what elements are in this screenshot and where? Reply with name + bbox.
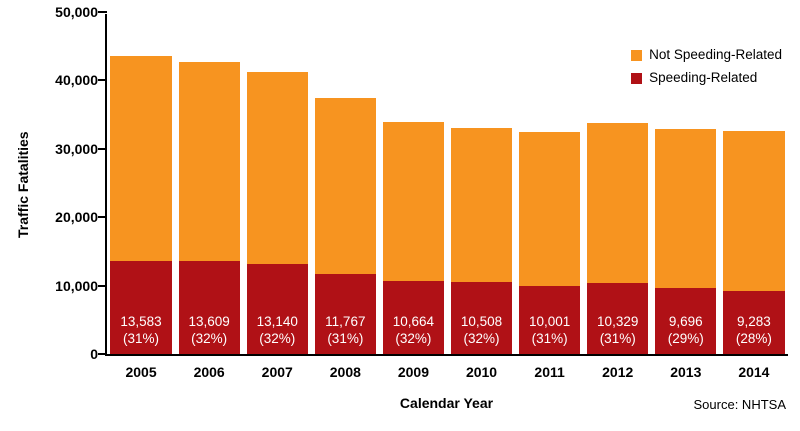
x-tick-label: 2014 <box>738 364 770 380</box>
bar-group: 13,609 (32%) 2006 <box>175 14 243 380</box>
bar-segment-not-speeding: 10,508 (32%) <box>450 128 513 354</box>
source-note: Source: NHTSA <box>693 397 786 412</box>
y-tick-mark <box>98 11 107 13</box>
bar-label-pct: (31%) <box>327 331 364 346</box>
legend-label: Speeding-Related <box>649 70 758 85</box>
bar-segment-not-speeding: 10,664 (32%) <box>382 122 445 354</box>
bar-label-value: 13,140 <box>256 314 298 329</box>
bar-label-pct: (31%) <box>531 331 568 346</box>
bar-label: 10,664 (32%) <box>383 313 444 347</box>
bar-segment-not-speeding: 13,583 (31%) <box>110 56 172 354</box>
bar-segment-not-speeding: 9,696 (29%) <box>655 129 717 354</box>
bar-group: 10,001 (31%) 2011 <box>516 14 584 380</box>
y-tick-label: 0 <box>90 346 98 362</box>
bars-container: 13,583 (31%) 2005 13,609 (32%) 2006 13,140 (32%… <box>107 14 788 380</box>
bar-label: 13,583 (31%) <box>110 313 171 347</box>
bar-segment-speeding: 13,583 (31%) <box>110 261 172 354</box>
bar-label-value: 9,696 <box>668 314 703 329</box>
bar-segment-not-speeding: 9,283 (28%) <box>723 130 785 354</box>
bar-segment-speeding: 11,767 (31%) <box>314 273 376 354</box>
bar-group: 10,664 (32%) 2009 <box>379 14 447 380</box>
legend-item: Speeding-Related <box>631 71 782 85</box>
bar-group: 9,283 (28%) 2014 <box>720 14 788 380</box>
y-tick-mark <box>98 216 107 219</box>
bar-label: 10,001 (31%) <box>519 313 580 347</box>
bar-label: 9,283 (28%) <box>723 313 784 347</box>
bar-label-pct: (32%) <box>259 331 296 346</box>
x-tick-label: 2008 <box>329 364 361 380</box>
y-tick-mark <box>98 147 107 150</box>
bar-label-pct: (32%) <box>463 331 500 346</box>
bar-segment-speeding: 13,609 (32%) <box>178 260 240 354</box>
bar-group: 9,696 (29%) 2013 <box>652 14 720 380</box>
y-axis-title: Traffic Fatalities <box>15 131 31 239</box>
x-tick-label: 2012 <box>602 364 634 380</box>
plot-area: 13,583 (31%) 2005 13,609 (32%) 2006 13,140 (32%… <box>55 4 788 380</box>
x-tick-label: 2013 <box>670 364 702 380</box>
y-tick-mark <box>98 284 107 287</box>
bar-label-pct: (32%) <box>395 331 432 346</box>
y-tick-label: 20,000 <box>55 209 98 226</box>
bar-segment-not-speeding: 10,329 (31%) <box>587 122 649 354</box>
x-tick-label: 2006 <box>193 364 225 380</box>
bar-label: 10,329 (31%) <box>587 313 648 347</box>
x-tick-label: 2009 <box>397 364 429 380</box>
bar-label-pct: (29%) <box>667 331 704 346</box>
legend: Not Speeding-Related Speeding-Related <box>631 48 782 85</box>
bar-label-value: 13,583 <box>120 314 162 329</box>
bar-group: 13,583 (31%) 2005 <box>107 14 175 380</box>
bar-segment-speeding: 10,508 (32%) <box>450 282 513 354</box>
bar-group: 10,329 (31%) 2012 <box>584 14 652 380</box>
bar-segment-not-speeding: 13,140 (32%) <box>246 71 308 354</box>
bar-segment-speeding: 13,140 (32%) <box>246 264 308 354</box>
bar-segment-speeding: 10,001 (31%) <box>518 285 581 354</box>
bar-label-value: 13,609 <box>188 314 230 329</box>
x-tick-label: 2011 <box>534 364 565 380</box>
bar-label-value: 10,001 <box>528 314 571 329</box>
bar-segment-not-speeding: 11,767 (31%) <box>314 98 376 354</box>
bar-label-value: 10,329 <box>597 314 639 329</box>
y-tick-mark <box>98 79 107 82</box>
legend-swatch-icon <box>631 72 643 84</box>
y-tick-label: 30,000 <box>55 140 98 157</box>
bar-label: 11,767 (31%) <box>315 313 376 347</box>
bar-label-value: 9,283 <box>736 314 771 329</box>
bar-segment-speeding: 9,283 (28%) <box>723 290 785 354</box>
bar-group: 10,508 (32%) 2010 <box>447 14 515 380</box>
bar-label: 10,508 (32%) <box>451 313 512 347</box>
legend-item: Not Speeding-Related <box>631 48 782 62</box>
bar-label: 13,140 (32%) <box>247 313 308 347</box>
bar-segment-speeding: 9,696 (29%) <box>655 287 717 354</box>
bar-label: 9,696 (29%) <box>655 313 716 347</box>
x-tick-label: 2005 <box>125 364 157 380</box>
bar-group: 13,140 (32%) 2007 <box>243 14 311 380</box>
bar-segment-speeding: 10,664 (32%) <box>382 281 445 354</box>
legend-label: Not Speeding-Related <box>649 47 782 62</box>
y-tick-label: 50,000 <box>55 4 98 20</box>
bar-label-pct: (28%) <box>735 331 772 346</box>
y-tick-label: 10,000 <box>55 277 98 294</box>
y-tick-mark <box>98 353 107 355</box>
legend-swatch-icon <box>631 49 643 61</box>
y-tick-label: 40,000 <box>55 72 98 89</box>
bar-segment-not-speeding: 10,001 (31%) <box>518 131 581 354</box>
bar-label-pct: (31%) <box>599 331 636 346</box>
bar-label-pct: (32%) <box>191 331 228 346</box>
bar-label-value: 11,767 <box>325 314 366 329</box>
bar-segment-not-speeding: 13,609 (32%) <box>178 61 240 354</box>
bar-group: 11,767 (31%) 2008 <box>311 14 379 380</box>
bar-label-value: 10,664 <box>392 314 435 329</box>
bar-segment-speeding: 10,329 (31%) <box>587 283 649 354</box>
bar-label-value: 10,508 <box>460 314 503 329</box>
x-tick-label: 2007 <box>261 364 293 380</box>
x-axis-title: Calendar Year <box>399 395 494 411</box>
bar-label-pct: (31%) <box>123 331 160 346</box>
bar-label: 13,609 (32%) <box>179 313 240 347</box>
x-tick-label: 2010 <box>465 364 498 380</box>
